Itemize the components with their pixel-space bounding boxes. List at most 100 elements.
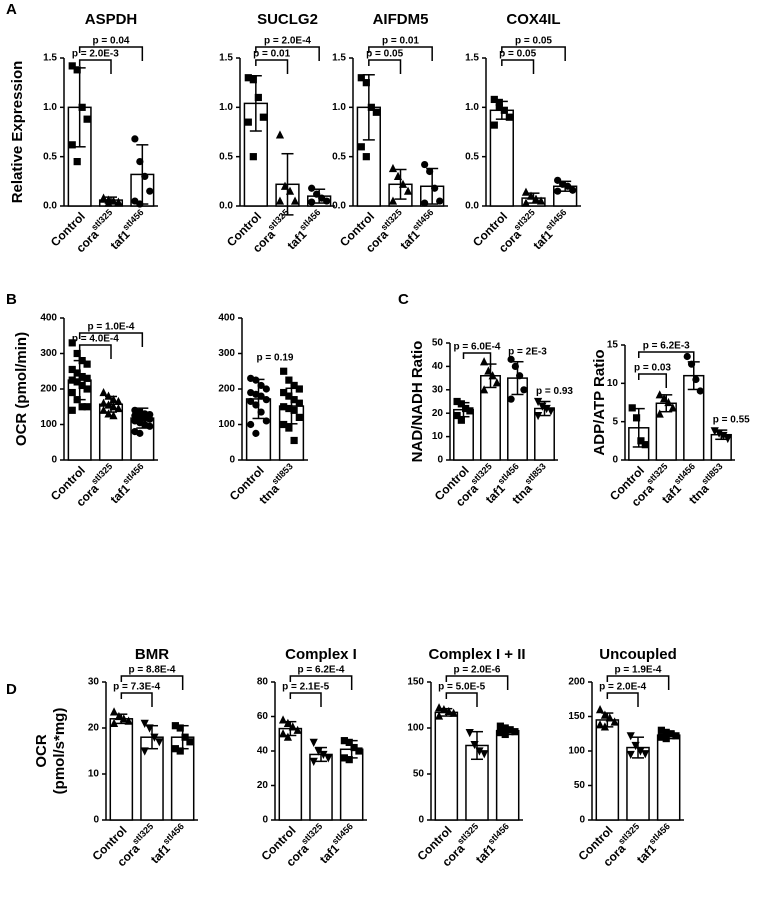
category-superscript: stl456 bbox=[672, 461, 697, 486]
y-tick-label: 0 bbox=[262, 815, 268, 826]
data-point bbox=[186, 738, 194, 746]
data-point bbox=[249, 76, 257, 84]
p-value: p = 0.05 bbox=[499, 49, 536, 60]
data-point bbox=[324, 754, 333, 763]
y-tick-label: 0.5 bbox=[465, 151, 479, 162]
data-point bbox=[345, 738, 353, 746]
data-point bbox=[73, 158, 81, 166]
data-point bbox=[119, 714, 128, 723]
data-point bbox=[99, 398, 108, 407]
data-point bbox=[136, 158, 144, 166]
chart-title: COX4IL bbox=[506, 11, 560, 28]
data-point bbox=[295, 399, 303, 407]
data-point bbox=[434, 703, 444, 712]
y-tick-label: 0 bbox=[418, 815, 424, 826]
data-point bbox=[244, 74, 252, 82]
panel-label: A bbox=[6, 1, 17, 18]
y-axis-label: NAD/NADH Ratio bbox=[409, 341, 426, 463]
data-point bbox=[507, 355, 515, 363]
data-point bbox=[136, 429, 144, 437]
data-point bbox=[511, 728, 519, 736]
y-axis-label: ADP/ATP Ratio bbox=[591, 349, 608, 455]
category-superscript: stl456 bbox=[486, 821, 511, 846]
y-tick-label: 30 bbox=[88, 677, 100, 688]
category-superscript: stl456 bbox=[121, 461, 146, 486]
data-point bbox=[449, 708, 458, 717]
significance-bracket bbox=[501, 46, 566, 61]
category-superscript: stl325 bbox=[89, 207, 114, 232]
data-point bbox=[140, 747, 149, 756]
data-point bbox=[109, 196, 118, 205]
p-value: p = 0.05 bbox=[366, 49, 403, 60]
significance-bracket bbox=[289, 692, 322, 707]
y-tick-label: 1.0 bbox=[332, 102, 346, 113]
category-superscript: stl325 bbox=[299, 821, 324, 846]
data-point bbox=[628, 404, 636, 412]
data-point bbox=[511, 362, 519, 370]
data-point bbox=[68, 376, 76, 384]
y-tick-label: 300 bbox=[218, 348, 235, 359]
data-point bbox=[290, 436, 298, 445]
data-point bbox=[521, 187, 531, 196]
error-bar bbox=[471, 730, 483, 761]
data-point bbox=[626, 750, 635, 760]
p-value: p = 2.0E-4 bbox=[264, 36, 311, 47]
data-point bbox=[431, 184, 439, 192]
y-tick-label: 80 bbox=[257, 677, 269, 688]
bar bbox=[278, 727, 303, 821]
data-point bbox=[465, 729, 474, 738]
data-point bbox=[252, 429, 260, 437]
data-point bbox=[171, 722, 179, 730]
data-point bbox=[655, 390, 664, 399]
y-tick-label: 0.0 bbox=[219, 201, 233, 212]
data-point bbox=[275, 130, 285, 139]
significance-bracket bbox=[606, 675, 670, 690]
data-point bbox=[554, 187, 562, 195]
y-tick-label: 1.0 bbox=[219, 102, 233, 113]
p-value: p = 6.0E-4 bbox=[454, 342, 501, 353]
category-superscript: stl325 bbox=[89, 461, 114, 486]
data-point bbox=[457, 416, 465, 424]
data-point bbox=[388, 196, 398, 205]
data-point bbox=[280, 403, 288, 411]
data-point bbox=[641, 441, 649, 449]
data-point bbox=[453, 397, 461, 406]
data-point bbox=[531, 194, 541, 203]
data-point bbox=[309, 757, 318, 766]
data-point bbox=[434, 711, 444, 720]
category-superscript: stl325 bbox=[379, 207, 404, 232]
data-point bbox=[637, 437, 645, 445]
y-axis-label: OCR (pmol/min) bbox=[13, 332, 30, 446]
p-value: p = 0.03 bbox=[634, 363, 671, 374]
data-point bbox=[501, 730, 509, 739]
y-tick-label: 0 bbox=[93, 815, 99, 826]
data-point bbox=[668, 403, 677, 412]
y-tick-label: 100 bbox=[407, 723, 424, 734]
y-tick-label: 1.5 bbox=[43, 53, 57, 64]
data-point bbox=[78, 381, 86, 390]
data-point bbox=[155, 738, 164, 747]
y-tick-label: 1.5 bbox=[332, 53, 346, 64]
data-point bbox=[68, 388, 76, 397]
error-bar bbox=[281, 152, 294, 216]
y-tick-label: 0.5 bbox=[332, 151, 346, 162]
data-point bbox=[124, 716, 133, 725]
data-point bbox=[104, 409, 113, 418]
p-value: p = 0.01 bbox=[253, 49, 290, 60]
data-point bbox=[280, 367, 288, 375]
y-axis-label: Relative Expression bbox=[9, 61, 26, 204]
data-point bbox=[398, 179, 408, 188]
data-point bbox=[109, 707, 119, 716]
data-point bbox=[73, 369, 81, 377]
data-point bbox=[533, 397, 543, 407]
data-point bbox=[662, 728, 670, 736]
data-point bbox=[710, 427, 719, 436]
panel-label: C bbox=[398, 291, 409, 308]
data-point bbox=[496, 729, 504, 737]
data-point bbox=[114, 711, 124, 721]
y-tick-label: 0.5 bbox=[43, 151, 57, 162]
data-point bbox=[605, 713, 614, 722]
data-point bbox=[610, 717, 619, 726]
data-point bbox=[308, 198, 316, 206]
data-point bbox=[73, 66, 81, 74]
